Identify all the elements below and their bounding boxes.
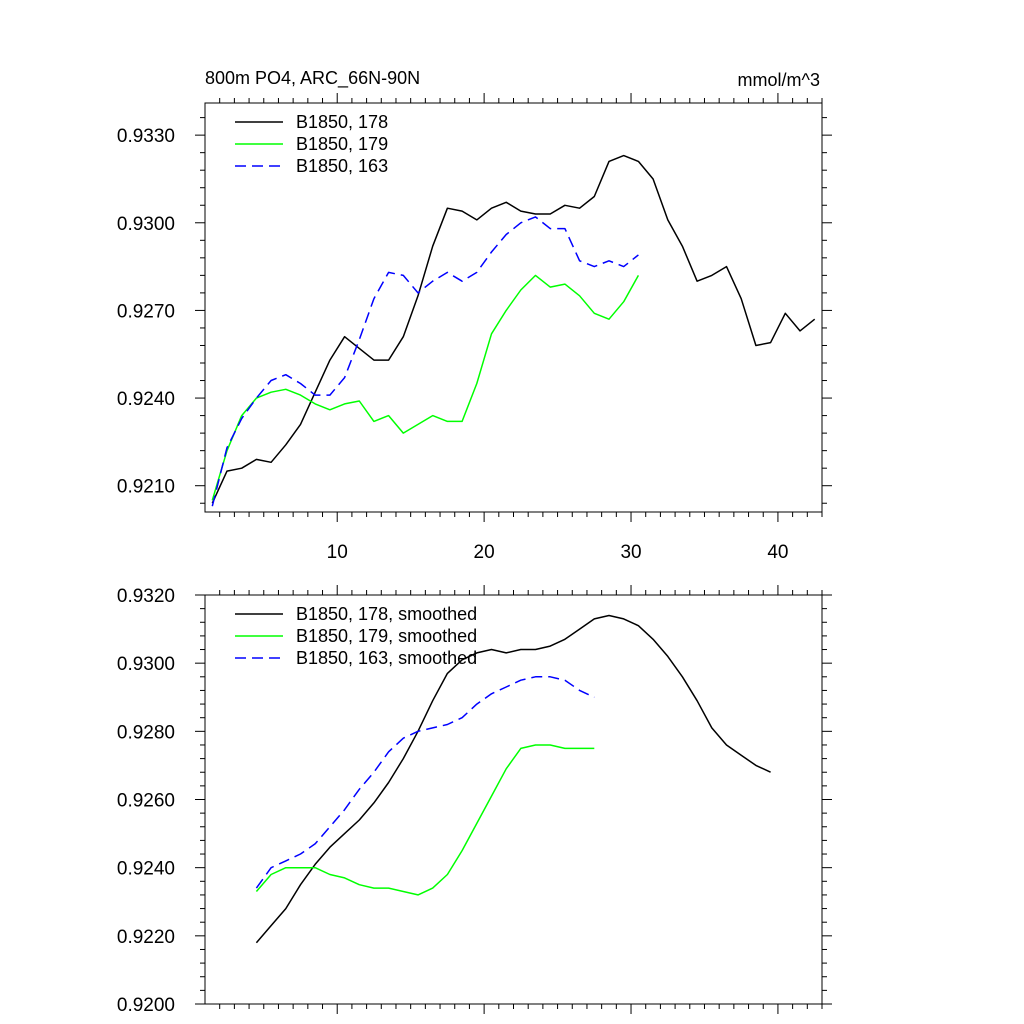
- x-tick-label: 20: [474, 542, 495, 563]
- y-tick-label: 0.9240: [117, 859, 175, 880]
- y-tick-label: 0.9200: [117, 995, 175, 1016]
- top-chart-units: mmol/m^3: [738, 70, 820, 90]
- y-tick-label: 0.9280: [117, 722, 175, 743]
- y-tick-label: 0.9240: [117, 389, 175, 410]
- legend-label-0: B1850, 178: [296, 112, 388, 132]
- y-tick-label: 0.9300: [117, 214, 175, 235]
- bottom-axis-ticks: [195, 585, 832, 1014]
- top-tick-labels: 0.9210 0.9240 0.9270 0.9300 0.9330 10 20 30 40: [117, 126, 789, 563]
- y-tick-label: 0.9260: [117, 791, 175, 812]
- legend-label-1: B1850, 179: [296, 134, 388, 154]
- y-tick-label: 0.9210: [117, 477, 175, 498]
- series-line-0: [211, 154, 816, 504]
- top-panel: 0.9210 0.9240 0.9270 0.9300 0.9330 10 20 30 40 B…: [117, 68, 832, 563]
- x-tick-label: 40: [767, 542, 788, 563]
- legend-label-0: B1850, 178, smoothed: [296, 604, 477, 624]
- x-tick-label: 30: [620, 542, 641, 563]
- series-line-0: [255, 614, 771, 944]
- top-series-layer: [211, 154, 816, 507]
- series-line-2: [255, 676, 595, 889]
- y-tick-label: 0.9220: [117, 927, 175, 948]
- legend-label-1: B1850, 179, smoothed: [296, 626, 477, 646]
- bottom-panel: 0.9200 0.9220 0.9240 0.9260 0.9280 0.9300 0.93…: [117, 585, 832, 1016]
- y-tick-label: 0.9300: [117, 654, 175, 675]
- legend-label-2: B1850, 163, smoothed: [296, 648, 477, 668]
- y-tick-label: 0.9320: [117, 586, 175, 607]
- series-line-1: [211, 274, 640, 501]
- series-line-2: [211, 216, 639, 507]
- series-line-1: [255, 744, 595, 896]
- top-plot-frame: [204, 102, 823, 513]
- bottom-series-layer: [255, 614, 771, 944]
- legend-label-2: B1850, 163: [296, 156, 388, 176]
- x-tick-label: 10: [327, 542, 348, 563]
- y-tick-label: 0.9330: [117, 126, 175, 147]
- bottom-plot-frame: [204, 594, 823, 1005]
- y-tick-label: 0.9270: [117, 301, 175, 322]
- top-axis-ticks: [195, 93, 832, 522]
- bottom-tick-labels: 0.9200 0.9220 0.9240 0.9260 0.9280 0.9300 0.93…: [117, 586, 175, 1016]
- top-chart-title: 800m PO4, ARC_66N-90N: [205, 68, 420, 89]
